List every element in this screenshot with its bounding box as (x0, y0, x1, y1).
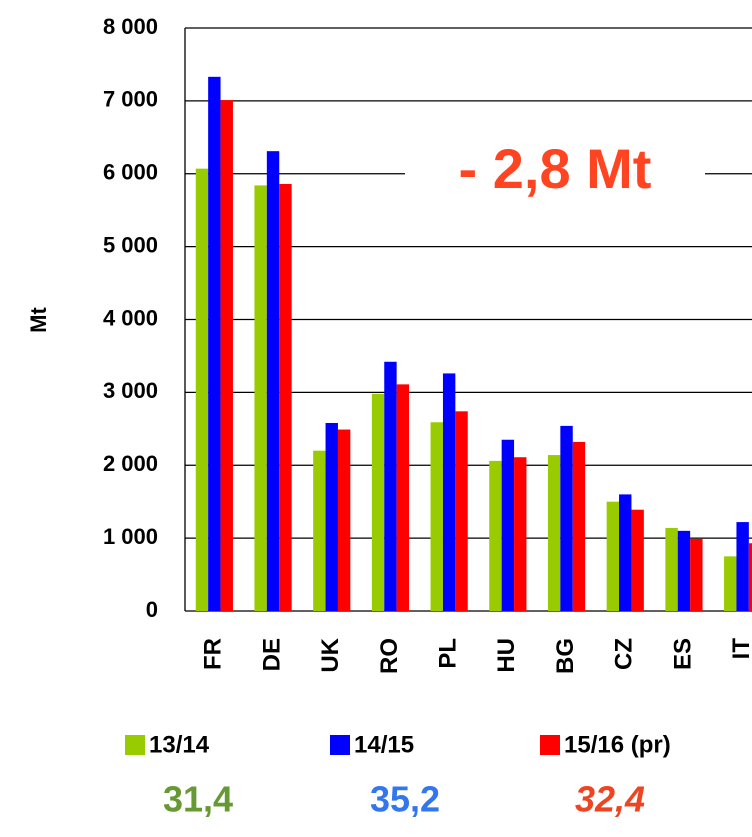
x-tick-label: BG (552, 638, 579, 674)
bar (254, 185, 267, 611)
bar (371, 393, 385, 611)
legend-label: 15/16 (pr) (564, 731, 671, 758)
bar (195, 168, 209, 611)
y-tick-label: 3 000 (103, 378, 158, 403)
x-tick-label: DE (258, 638, 285, 671)
bar (455, 411, 468, 611)
x-tick-label: HU (493, 638, 520, 673)
y-tick-label: 5 000 (103, 232, 158, 257)
bar (313, 450, 326, 611)
bar (325, 422, 338, 611)
bar (279, 183, 292, 611)
y-tick-label: 1 000 (103, 524, 158, 549)
legend-label: 13/14 (149, 731, 210, 758)
bar (442, 373, 456, 611)
bar (208, 76, 221, 612)
bar (337, 429, 351, 611)
total-label: 31,4 (163, 779, 233, 820)
legend-label: 14/15 (354, 731, 414, 758)
y-tick-label: 0 (146, 597, 158, 622)
bar (547, 455, 561, 611)
annotation: - 2,8 Mt (459, 137, 652, 200)
bar (619, 494, 632, 611)
legend-swatch (540, 735, 560, 755)
y-tick-label: 2 000 (103, 451, 158, 476)
annotation-bg (405, 140, 705, 204)
bar (396, 384, 410, 611)
bar (489, 460, 502, 611)
y-tick-label: 4 000 (103, 305, 158, 330)
y-tick-label: 7 000 (103, 87, 158, 112)
total-label: 32,4 (575, 779, 645, 820)
x-tick-label: FR (200, 638, 227, 670)
x-tick-label: IT (728, 638, 752, 660)
bar (501, 439, 515, 611)
bar (220, 100, 233, 612)
total-label: 35,2 (370, 779, 440, 820)
bar (384, 361, 397, 611)
x-tick-label: PL (434, 638, 461, 669)
bar (430, 422, 443, 611)
bar (631, 509, 644, 611)
x-tick-label: CZ (611, 638, 638, 670)
bar (606, 501, 620, 611)
bar (560, 425, 573, 611)
bar (748, 543, 752, 611)
y-axis-label: Mt (26, 307, 51, 333)
legend-swatch (330, 735, 350, 755)
bar (665, 527, 678, 611)
x-tick-label: ES (669, 638, 696, 670)
bar (514, 457, 527, 611)
legend-swatch (125, 735, 145, 755)
bar (266, 151, 280, 611)
bar (572, 441, 586, 611)
x-tick-label: RO (376, 638, 403, 674)
bar (736, 522, 749, 611)
y-tick-label: 8 000 (103, 14, 158, 39)
x-tick-label: UK (317, 637, 344, 672)
bar (690, 538, 703, 611)
y-tick-label: 6 000 (103, 160, 158, 185)
bar (724, 556, 737, 611)
bar (677, 530, 691, 611)
